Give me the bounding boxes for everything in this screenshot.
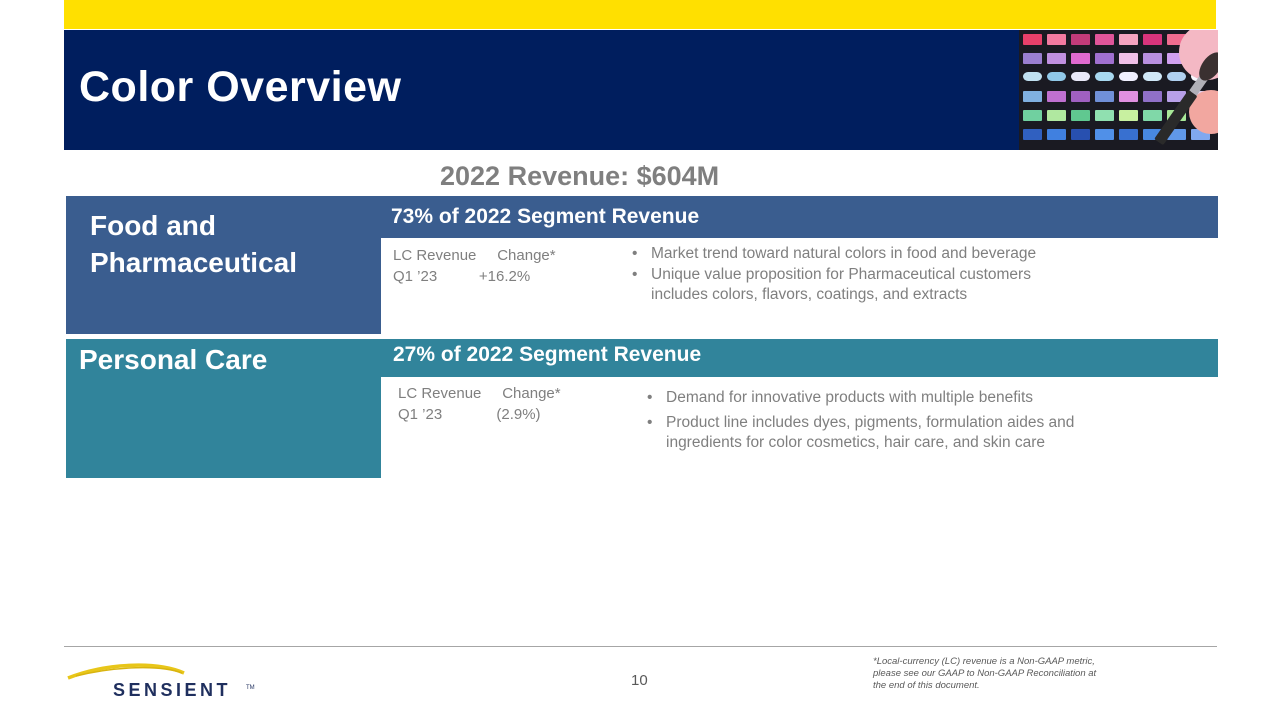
segment-personal-care-share-heading: 27% of 2022 Segment Revenue xyxy=(381,339,1218,377)
palette-swatch xyxy=(1119,129,1138,140)
palette-swatch xyxy=(1023,72,1042,81)
top-accent-bar xyxy=(64,0,1216,29)
palette-swatch xyxy=(1095,110,1114,121)
footnote-line: *Local-currency (LC) revenue is a Non-GA… xyxy=(873,656,1095,667)
palette-swatch xyxy=(1095,72,1114,81)
palette-swatch xyxy=(1095,129,1114,140)
metric-labels: LC Revenue Change* xyxy=(393,247,556,264)
palette-swatch xyxy=(1071,53,1090,64)
footer-divider xyxy=(64,646,1217,647)
segment-name-line2: Pharmaceutical xyxy=(90,247,297,278)
bullet-continuation: includes colors, flavors, coatings, and … xyxy=(651,286,968,303)
bullet-item: Market trend toward natural colors in fo… xyxy=(629,244,1036,265)
total-revenue-heading: 2022 Revenue: $604M xyxy=(440,161,720,191)
footnote: *Local-currency (LC) revenue is a Non-GA… xyxy=(873,656,1153,692)
palette-swatch xyxy=(1071,110,1090,121)
palette-swatch xyxy=(1023,129,1042,140)
segment-name: Personal Care xyxy=(79,344,268,375)
bullet-item: Product line includes dyes, pigments, fo… xyxy=(644,413,1074,433)
palette-swatch xyxy=(1119,34,1138,45)
palette-swatch xyxy=(1119,53,1138,64)
page-number: 10 xyxy=(631,672,648,689)
palette-swatch xyxy=(1119,91,1138,102)
palette-swatch xyxy=(1023,53,1042,64)
palette-swatch xyxy=(1047,129,1066,140)
palette-swatch xyxy=(1023,91,1042,102)
palette-swatch xyxy=(1047,53,1066,64)
eyeshadow-palette-graphic xyxy=(1019,30,1218,150)
segment-personal-care-metrics: LC Revenue Change* Q1 ’23 (2.9%) xyxy=(398,383,561,425)
palette-swatch xyxy=(1095,53,1114,64)
palette-swatch xyxy=(1047,34,1066,45)
palette-swatch xyxy=(1071,72,1090,81)
palette-swatch xyxy=(1167,91,1186,102)
logo-trademark: TM xyxy=(246,685,255,691)
title-banner: Color Overview xyxy=(64,30,1218,150)
footnote-line: please see our GAAP to Non-GAAP Reconcil… xyxy=(873,668,1097,679)
palette-swatch xyxy=(1071,34,1090,45)
segment-food-pharma-metrics: LC Revenue Change* Q1 ’23 +16.2% xyxy=(393,245,556,287)
segment-personal-care-bullets: Demand for innovative products with mult… xyxy=(644,388,1074,458)
palette-swatch xyxy=(1071,91,1090,102)
metric-labels: LC Revenue Change* xyxy=(398,385,561,402)
bullet-continuation: ingredients for color cosmetics, hair ca… xyxy=(666,434,1046,451)
footnote-line: the end of this document. xyxy=(873,680,980,691)
palette-swatch xyxy=(1119,72,1138,81)
palette-swatch xyxy=(1047,110,1066,121)
palette-swatch xyxy=(1143,91,1162,102)
segment-food-pharma-share-heading: 73% of 2022 Segment Revenue xyxy=(381,196,1218,238)
sensient-logo: SENSIENT TM xyxy=(66,661,266,705)
palette-swatch xyxy=(1167,72,1186,81)
palette-swatch xyxy=(1143,110,1162,121)
palette-swatch xyxy=(1095,91,1114,102)
palette-swatch xyxy=(1071,129,1090,140)
palette-swatch xyxy=(1143,34,1162,45)
palette-swatch xyxy=(1047,72,1066,81)
segment-personal-care-label: Personal Care xyxy=(66,339,381,478)
palette-swatch xyxy=(1047,91,1066,102)
segment-food-pharma-label: Food and Pharmaceutical xyxy=(66,196,381,334)
bullet-item: Demand for innovative products with mult… xyxy=(644,388,1074,408)
palette-image xyxy=(1019,30,1218,150)
palette-swatch xyxy=(1095,34,1114,45)
palette-swatch xyxy=(1143,72,1162,81)
palette-swatch xyxy=(1023,34,1042,45)
logo-swoosh-icon xyxy=(67,663,185,680)
segment-food-pharma-bullets: Market trend toward natural colors in fo… xyxy=(629,244,1036,306)
palette-swatch xyxy=(1023,110,1042,121)
metric-values: Q1 ’23 +16.2% xyxy=(393,268,531,285)
bullet-item: Unique value proposition for Pharmaceuti… xyxy=(629,265,1036,286)
metric-values: Q1 ’23 (2.9%) xyxy=(398,406,541,423)
palette-swatch xyxy=(1119,110,1138,121)
logo-wordmark: SENSIENT xyxy=(113,680,232,700)
slide-title: Color Overview xyxy=(79,63,402,111)
palette-swatch xyxy=(1143,53,1162,64)
segment-name-line1: Food and xyxy=(90,210,216,241)
